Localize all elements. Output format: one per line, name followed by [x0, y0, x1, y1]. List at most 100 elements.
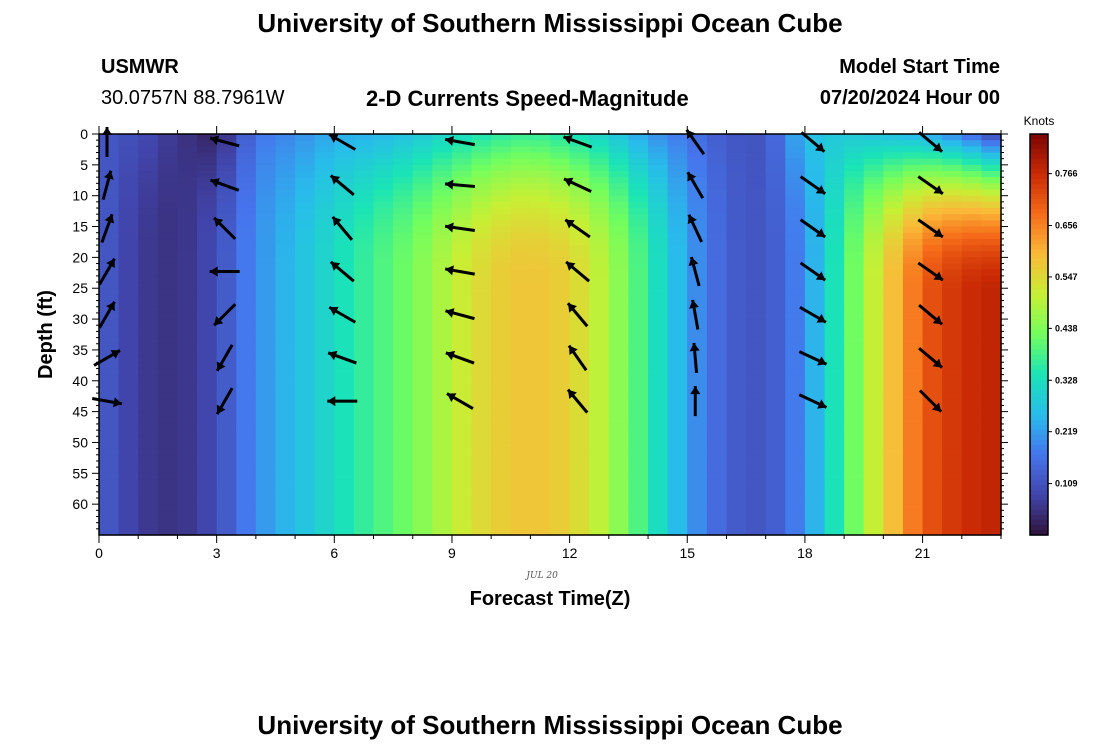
- heatmap-cell: [942, 442, 963, 450]
- heatmap-cell: [902, 368, 924, 376]
- heatmap-cell: [589, 380, 610, 388]
- heatmap-cell: [785, 485, 806, 493]
- heatmap-cell: [726, 491, 747, 499]
- heatmap-cell: [706, 208, 728, 215]
- heatmap-cell: [569, 164, 590, 172]
- heatmap-cell: [393, 325, 414, 333]
- heatmap-cell: [530, 362, 551, 370]
- heatmap-cell: [99, 140, 120, 147]
- heatmap-cell: [412, 226, 433, 234]
- heatmap-cell: [491, 177, 512, 184]
- heatmap-cell: [314, 325, 335, 333]
- heatmap-cell: [118, 269, 139, 277]
- heatmap-cell: [451, 516, 473, 524]
- heatmap-cell: [451, 337, 473, 345]
- heatmap-cell: [726, 220, 747, 228]
- heatmap-cell: [334, 380, 355, 388]
- heatmap-cell: [726, 448, 747, 456]
- heatmap-cell: [922, 504, 943, 511]
- heatmap-cell: [550, 319, 571, 326]
- heatmap-cell: [628, 528, 649, 536]
- heatmap-cell: [961, 510, 982, 518]
- heatmap-cell: [648, 368, 669, 376]
- heatmap-cell: [569, 380, 590, 388]
- heatmap-cell: [687, 479, 708, 487]
- heatmap-cell: [393, 393, 414, 400]
- heatmap-cell: [863, 497, 884, 505]
- heatmap-cell: [432, 319, 453, 326]
- heatmap-cell: [902, 504, 924, 511]
- heatmap-cell: [804, 195, 826, 203]
- heatmap-cell: [373, 275, 394, 283]
- heatmap-cell: [510, 430, 531, 437]
- heatmap-cell: [550, 393, 571, 400]
- heatmap-cell: [589, 485, 610, 493]
- heatmap-cell: [334, 417, 355, 425]
- heatmap-cell: [451, 479, 473, 487]
- heatmap-cell: [550, 214, 571, 221]
- heatmap-cell: [628, 331, 649, 339]
- heatmap-cell: [510, 232, 531, 240]
- heatmap-cell: [844, 331, 865, 339]
- heatmap-cell: [530, 164, 551, 172]
- heatmap-cell: [197, 288, 218, 295]
- heatmap-cell: [765, 442, 786, 450]
- heatmap-cell: [295, 399, 316, 407]
- heatmap-cell: [99, 460, 120, 468]
- heatmap-cell: [295, 177, 316, 184]
- heatmap-cell: [648, 220, 669, 228]
- heatmap-cell: [530, 158, 551, 166]
- heatmap-cell: [589, 325, 610, 333]
- current-arrow-head: [815, 228, 826, 237]
- heatmap-cell: [942, 516, 963, 524]
- heatmap-cell: [510, 214, 531, 221]
- heatmap-cell: [138, 158, 159, 166]
- heatmap-cell: [608, 306, 630, 314]
- heatmap-cell: [118, 399, 139, 407]
- heatmap-cell: [804, 134, 826, 141]
- heatmap-cell: [197, 454, 218, 462]
- heatmap-cell: [295, 232, 316, 240]
- heatmap-cell: [373, 195, 394, 203]
- heatmap-cell: [726, 393, 747, 400]
- heatmap-cell: [765, 454, 786, 462]
- current-arrow-head: [446, 393, 457, 402]
- heatmap-cell: [667, 368, 688, 376]
- heatmap-cell: [628, 232, 649, 240]
- heatmap-cell: [314, 380, 335, 388]
- heatmap-cell: [412, 134, 433, 141]
- heatmap-cell: [628, 368, 649, 376]
- heatmap-cell: [118, 312, 139, 320]
- heatmap-cell: [765, 220, 786, 228]
- heatmap-cell: [412, 275, 433, 283]
- heatmap-cell: [706, 238, 728, 246]
- heatmap-cell: [138, 374, 159, 382]
- heatmap-cell: [451, 275, 473, 283]
- heatmap-cell: [393, 349, 414, 357]
- heatmap-cell: [922, 232, 943, 240]
- heatmap-cell: [353, 294, 375, 302]
- heatmap-cell: [765, 374, 786, 382]
- colorbar-segment: [1030, 184, 1048, 190]
- heatmap-cell: [824, 325, 845, 333]
- heatmap-cell: [353, 195, 375, 203]
- heatmap-cell: [824, 214, 845, 221]
- heatmap-cell: [197, 362, 218, 370]
- heatmap-cell: [628, 399, 649, 407]
- heatmap-cell: [961, 448, 982, 456]
- heatmap-cell: [99, 319, 120, 326]
- heatmap-cell: [687, 411, 708, 419]
- current-arrow: [444, 265, 475, 276]
- heatmap-cell: [667, 485, 688, 493]
- heatmap-cell: [118, 177, 139, 184]
- heatmap-cell: [550, 195, 571, 203]
- current-arrow-head: [445, 308, 455, 318]
- heatmap-cell: [295, 522, 316, 530]
- heatmap-cell: [824, 516, 845, 524]
- colorbar-segment: [1030, 194, 1048, 200]
- heatmap-cell: [373, 226, 394, 234]
- heatmap-cell: [412, 164, 433, 172]
- heatmap-cell: [746, 288, 767, 295]
- heatmap-cell: [608, 411, 630, 419]
- heatmap-cell: [550, 423, 571, 431]
